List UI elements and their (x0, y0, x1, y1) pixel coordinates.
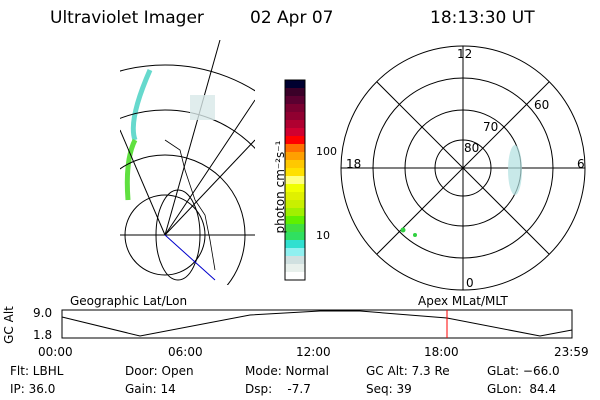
xtick-4: 23:59 (554, 345, 589, 359)
status-flt: Flt: LBHL (10, 364, 64, 378)
status-ip: IP: 36.0 (10, 382, 56, 396)
status-glon: GLon: 84.4 (487, 382, 557, 396)
status-gcalt: GC Alt: 7.3 Re (366, 364, 450, 378)
polar-plot (340, 45, 586, 291)
status-door: Door: Open (125, 364, 194, 378)
colorbar-segment (285, 272, 305, 281)
mlt-0: 0 (466, 276, 474, 290)
coastline (164, 139, 216, 271)
mlt-18: 18 (346, 157, 362, 171)
colorbar-segment (285, 224, 305, 233)
colorbar-tick-100: 100 (316, 145, 337, 158)
colorbar-segment (285, 80, 305, 89)
mlt-12: 12 (457, 47, 473, 61)
colorbar-tick-10: 10 (316, 229, 330, 242)
latitude-circle (120, 109, 255, 149)
mlt-diagonal (376, 81, 550, 255)
ytick-1: 1.8 (33, 328, 53, 342)
mlat-70: 70 (483, 120, 499, 134)
emission-patch (190, 95, 215, 120)
blue-line (164, 234, 216, 281)
colorbar-label: photon cm⁻²s⁻¹ (273, 140, 287, 234)
colorbar-segment (285, 104, 305, 113)
colorbar-segment (285, 144, 305, 153)
date: 02 Apr 07 (250, 8, 334, 28)
colorbar-segment (285, 128, 305, 137)
xtick-2: 12:00 (296, 345, 331, 359)
emission-spot (413, 233, 417, 237)
colorbar-segment (285, 112, 305, 121)
mlat-80: 80 (464, 141, 480, 155)
colorbar-segment (285, 200, 305, 209)
colorbar-segment (285, 216, 305, 225)
xtick-1: 06:00 (168, 345, 203, 359)
instrument-title: Ultraviolet Imager (50, 8, 204, 28)
longitude-line (120, 129, 166, 236)
auroral-glow-upper (130, 68, 153, 141)
longitude-line (164, 139, 255, 236)
left-panel-label: Geographic Lat/Lon (70, 294, 188, 308)
emission-spot (400, 227, 406, 233)
altitude-plot-frame (61, 309, 573, 339)
longitude-line (164, 99, 255, 236)
geographic-map (120, 40, 255, 285)
colorbar-segment (285, 248, 305, 257)
colorbar-segment (285, 256, 305, 265)
right-panel-label: Apex MLat/MLT (418, 294, 508, 308)
altitude-curve (61, 310, 573, 337)
mlt-6: 6 (577, 157, 585, 171)
colorbar-segment (285, 208, 305, 217)
colorbar (285, 80, 305, 281)
colorbar-segment (285, 120, 305, 129)
colorbar-segment (285, 96, 305, 105)
latitude-circle (120, 64, 255, 92)
status-gain: Gain: 14 (125, 382, 176, 396)
colorbar-segment (285, 264, 305, 273)
status-glat: GLat: −66.0 (487, 364, 560, 378)
ytick-9: 9.0 (33, 306, 53, 320)
mlat-60: 60 (534, 98, 550, 112)
status-dsp: Dsp: -7.7 (245, 382, 311, 396)
colorbar-segment (285, 176, 305, 185)
status-mode: Mode: Normal (245, 364, 329, 378)
colorbar-segment (285, 160, 305, 169)
colorbar-segment (285, 240, 305, 249)
colorbar-segment (285, 88, 305, 97)
colorbar-segment (285, 232, 305, 241)
colorbar-segment (285, 184, 305, 193)
colorbar-segment (285, 152, 305, 161)
altitude-ylabel: GC Alt (1, 306, 16, 344)
xtick-3: 18:00 (424, 345, 459, 359)
colorbar-segment (285, 168, 305, 177)
altitude-plot (61, 309, 573, 339)
emission-patch (508, 145, 522, 195)
colorbar-frame (284, 79, 306, 281)
xtick-0: 00:00 (38, 345, 73, 359)
auroral-glow-lower (124, 138, 138, 201)
colorbar-segment (285, 192, 305, 201)
longitude-line (164, 40, 221, 236)
status-seq: Seq: 39 (366, 382, 412, 396)
colorbar-segment (285, 136, 305, 145)
time: 18:13:30 UT (430, 8, 535, 28)
